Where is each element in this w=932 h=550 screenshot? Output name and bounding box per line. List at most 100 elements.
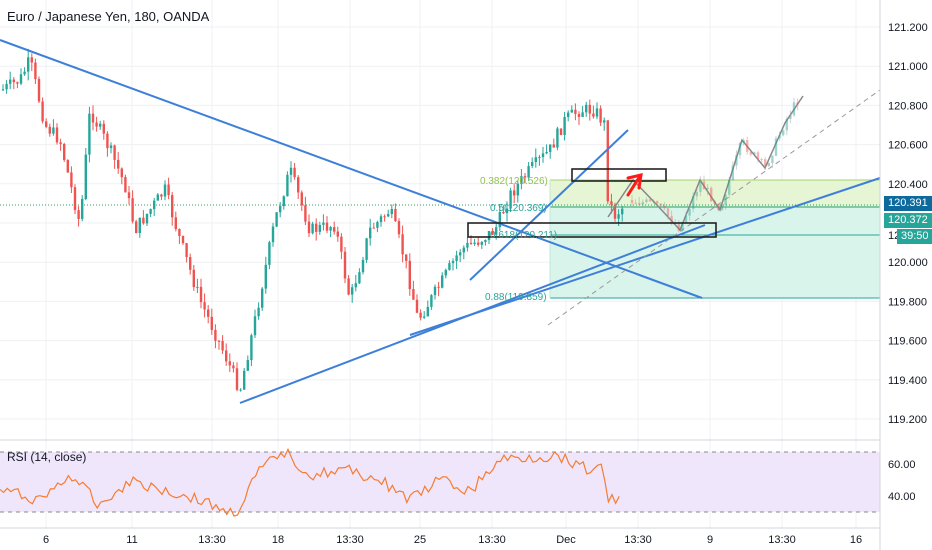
- projected-candle-body: [692, 196, 695, 209]
- projected-candle-body: [778, 135, 781, 139]
- projected-candle-body: [648, 199, 652, 202]
- candle-body: [1, 89, 5, 91]
- projected-candle-body: [760, 159, 763, 161]
- candle-body: [174, 217, 177, 230]
- candle-body: [358, 272, 361, 284]
- projected-candle-body: [728, 180, 731, 195]
- candle-body: [574, 109, 577, 114]
- candle-body: [541, 153, 545, 158]
- candle-body: [484, 239, 487, 242]
- projected-candle-body: [638, 202, 641, 205]
- rsi-line: [0, 447, 620, 517]
- projected-candle-body: [659, 203, 662, 206]
- candle-body: [448, 263, 451, 270]
- candle-body: [498, 212, 501, 228]
- countdown-tag: 39:50: [897, 229, 932, 244]
- candle-body: [426, 306, 429, 317]
- projected-candle-body: [710, 187, 713, 202]
- candle-body: [509, 190, 512, 209]
- time-tick-label: 16: [850, 534, 862, 546]
- candle-body: [73, 187, 77, 211]
- candle-body: [178, 229, 181, 237]
- candle-body: [505, 208, 509, 214]
- candle-body: [552, 144, 555, 148]
- candle-body: [534, 157, 537, 163]
- projected-candle-body: [656, 201, 659, 204]
- candle-body: [610, 201, 613, 205]
- candle-body: [556, 128, 559, 148]
- candle-body: [217, 340, 221, 342]
- projected-candle-body: [670, 216, 673, 224]
- candle-body: [279, 206, 282, 213]
- rsi-axis: 60.00 40.00: [888, 459, 916, 503]
- candle-body: [318, 224, 321, 232]
- projected-candle-body: [702, 181, 706, 190]
- time-tick-label: 9: [707, 534, 713, 546]
- candle-body: [397, 221, 401, 235]
- candle-body: [603, 120, 606, 123]
- price-tick-label: 120.400: [888, 179, 928, 191]
- candle-body: [487, 230, 491, 240]
- candle-body: [351, 287, 354, 295]
- time-axis[interactable]: 6 11 13:30 18 13:30 25 13:30 Dec 13:30 9 13:30 16: [43, 534, 862, 546]
- candle-body: [480, 241, 483, 245]
- price-tick-label: 119.200: [888, 414, 927, 426]
- candle-body: [120, 168, 123, 178]
- projection-zigzag: [607, 95, 804, 232]
- candle-body: [149, 209, 152, 214]
- projected-candle-body: [681, 222, 684, 231]
- candle-body: [513, 190, 516, 196]
- candle-body: [235, 368, 239, 390]
- candle-body: [621, 208, 624, 215]
- candle-body: [271, 226, 275, 243]
- candle-body: [311, 223, 314, 234]
- candle-body: [163, 184, 167, 197]
- candle-body: [142, 217, 145, 224]
- candle-body: [192, 269, 195, 288]
- candle-body: [48, 126, 51, 134]
- candle-body: [333, 227, 336, 232]
- candle-body: [419, 312, 422, 318]
- candle-body: [462, 247, 465, 253]
- candle-body: [523, 176, 527, 178]
- projection-dashed-line: [547, 89, 881, 326]
- candle-body: [567, 112, 570, 117]
- candle-body: [19, 74, 23, 84]
- support-box[interactable]: [467, 222, 717, 238]
- candle-body: [113, 145, 116, 160]
- projected-candle-body: [735, 155, 738, 166]
- trendline-steep: [469, 129, 629, 281]
- candle-body: [282, 196, 285, 207]
- candle-body: [185, 243, 188, 258]
- candle-body: [585, 104, 588, 113]
- price-tick-label: 119.800: [888, 296, 927, 308]
- time-tick-label: 13:30: [768, 534, 796, 546]
- candle-body: [412, 289, 415, 300]
- candle-body: [315, 223, 318, 232]
- projected-candle-body: [731, 165, 734, 181]
- projected-candle-body: [720, 204, 724, 211]
- red-arrow-icon: [626, 173, 643, 197]
- projected-candle-body: [742, 140, 745, 144]
- candle-body: [55, 127, 59, 143]
- candle-body: [77, 210, 80, 219]
- price-tick-label: 120.600: [888, 140, 928, 152]
- candle-body: [376, 222, 379, 228]
- projected-candle-body: [645, 199, 648, 203]
- candle-body: [592, 113, 595, 117]
- candle-body: [361, 259, 365, 273]
- fibonacci-zone: [549, 179, 880, 299]
- candle-body: [531, 162, 534, 167]
- resistance-box[interactable]: [571, 168, 667, 182]
- projected-candle-body: [746, 140, 749, 152]
- candle-body: [153, 200, 156, 210]
- candle-body: [135, 221, 138, 234]
- price-tick-label: 120.800: [888, 100, 928, 112]
- candle-body: [588, 104, 591, 114]
- projected-candle-body: [677, 223, 680, 231]
- projected-candle-body: [699, 181, 702, 192]
- projected-candle-body: [695, 191, 698, 197]
- time-tick-label: 11: [126, 534, 137, 546]
- candle-body: [109, 145, 113, 149]
